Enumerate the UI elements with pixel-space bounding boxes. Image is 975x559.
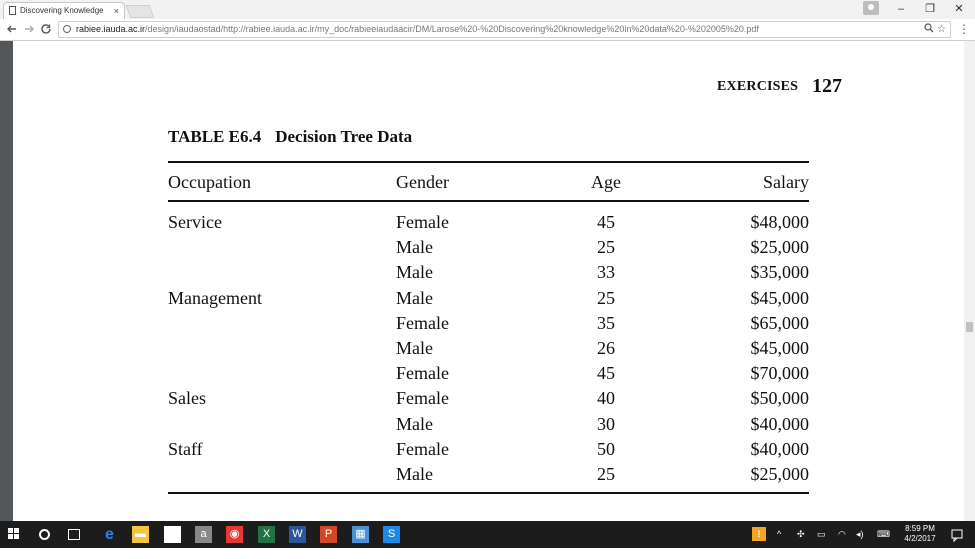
cell-gender: Female (396, 312, 449, 333)
clock-time: 8:59 PM (905, 524, 935, 533)
cell-age: 33 (597, 262, 615, 283)
cell-salary: $48,000 (750, 212, 810, 232)
scrollbar[interactable] (964, 41, 975, 521)
action-center-icon[interactable] (951, 521, 963, 548)
url-text: rabiee.iauda.ac.ir/design/iaudaostad/htt… (76, 24, 759, 34)
cell-age: 40 (597, 388, 615, 409)
cell-age: 25 (597, 287, 615, 308)
cell-salary: $65,000 (750, 312, 810, 333)
cell-age: 26 (597, 338, 615, 358)
cell-salary: $70,000 (750, 363, 810, 384)
tab-close-icon[interactable]: × (113, 6, 119, 16)
info-icon[interactable] (63, 25, 71, 33)
clock[interactable]: 8:59 PM 4/2/2017 (897, 524, 943, 544)
cell-age: 45 (597, 363, 615, 384)
network-tray-icon[interactable]: ✣ (797, 529, 805, 539)
page-number: 127 (812, 75, 842, 97)
cell-salary: $50,000 (750, 388, 810, 409)
cell-salary: $25,000 (750, 237, 810, 258)
store-icon[interactable]: 🛍 (164, 526, 181, 543)
cell-gender: Male (396, 262, 433, 283)
edge-icon[interactable]: e (105, 526, 114, 543)
cell-age: 25 (597, 237, 615, 258)
cell-gender: Female (396, 212, 449, 232)
taskbar: e ▬ 🛍 a ◉ X W P ▦ S ! ^ ✣ ▭ ◠ ◂) ⌨ 8:59 PM 4/2/2017 (0, 521, 975, 548)
cell-salary: $45,000 (750, 287, 810, 308)
cell-age: 25 (597, 464, 615, 484)
cell-salary: $40,000 (750, 413, 810, 434)
cell-occupation: Management (168, 287, 262, 308)
minimize-button[interactable]: – (897, 3, 905, 15)
skype-icon[interactable]: S (383, 526, 400, 543)
clock-date: 4/2/2017 (904, 534, 936, 543)
table-title: Decision Tree Data (275, 127, 413, 146)
zoom-icon[interactable] (924, 22, 934, 39)
running-head: EXERCISES (717, 79, 799, 94)
cell-gender: Female (396, 438, 449, 459)
menu-dots-icon[interactable]: ⋮ (958, 22, 970, 36)
cell-salary: $40,000 (750, 438, 810, 459)
cell-gender: Male (396, 237, 433, 258)
excel-icon[interactable]: X (258, 526, 275, 543)
cell-salary: $45,000 (750, 338, 810, 358)
star-icon[interactable]: ☆ (937, 24, 946, 35)
show-hidden-icons-icon[interactable]: ^ (777, 529, 782, 539)
powerpoint-icon[interactable]: P (320, 526, 337, 543)
cell-age: 45 (597, 212, 615, 232)
profile-icon[interactable] (863, 1, 879, 15)
cell-gender: Male (396, 338, 433, 358)
cell-age: 30 (597, 413, 615, 434)
keyboard-icon[interactable]: ⌨ (877, 529, 890, 539)
cell-gender: Male (396, 464, 433, 484)
cell-salary: $35,000 (750, 262, 810, 283)
header-age: Age (591, 172, 621, 192)
chrome-icon[interactable]: ◉ (226, 526, 243, 543)
notification-badge-icon[interactable]: ! (752, 521, 766, 548)
volume-icon[interactable]: ◂) (856, 529, 864, 539)
cell-gender: Male (396, 287, 433, 308)
table-top-rule (168, 161, 809, 163)
header-gender: Gender (396, 172, 449, 192)
cell-salary: $25,000 (750, 464, 810, 484)
cell-gender: Female (396, 388, 449, 409)
table-header-rule (168, 200, 809, 202)
header-occupation: Occupation (168, 172, 251, 192)
cell-occupation: Staff (168, 438, 203, 459)
toolbar: rabiee.iauda.ac.ir/design/iaudaostad/htt… (0, 19, 975, 41)
table-bottom-rule (168, 492, 809, 494)
document-icon (9, 6, 16, 15)
back-icon[interactable] (4, 21, 20, 37)
pdf-viewer: EXERCISES 127 TABLE E6.4 Decision Tree Da… (0, 41, 975, 521)
amazon-icon[interactable]: a (195, 526, 212, 543)
header-salary: Salary (763, 172, 809, 192)
browser-titlebar: Discovering Knowledge × – ❐ ✕ (0, 0, 975, 19)
close-window-button[interactable]: ✕ (954, 3, 964, 15)
pdf-page: EXERCISES 127 TABLE E6.4 Decision Tree Da… (13, 41, 964, 521)
cell-age: 35 (597, 312, 615, 333)
address-bar[interactable]: rabiee.iauda.ac.ir/design/iaudaostad/htt… (58, 21, 951, 38)
app-icon[interactable]: ▦ (352, 526, 369, 543)
file-explorer-icon[interactable]: ▬ (132, 526, 149, 543)
scrollbar-thumb[interactable] (966, 322, 973, 332)
table-label: TABLE E6.4 (168, 127, 262, 146)
reload-icon[interactable] (38, 21, 54, 37)
forward-icon[interactable] (21, 21, 37, 37)
browser-tab[interactable]: Discovering Knowledge × (3, 2, 125, 19)
table-caption: TABLE E6.4 Decision Tree Data (168, 127, 412, 147)
restore-button[interactable]: ❐ (925, 3, 935, 15)
wifi-icon[interactable]: ◠ (838, 529, 846, 539)
cell-gender: Female (396, 363, 449, 384)
cortana-icon[interactable] (39, 529, 50, 540)
windows-start-icon[interactable] (8, 528, 20, 540)
cell-age: 50 (597, 438, 615, 459)
cell-gender: Male (396, 413, 433, 434)
cell-occupation: Sales (168, 388, 206, 409)
task-view-icon[interactable] (68, 529, 80, 540)
cell-occupation: Service (168, 212, 222, 232)
tab-title: Discovering Knowledge (20, 6, 104, 15)
battery-icon[interactable]: ▭ (817, 529, 826, 539)
new-tab-button[interactable] (125, 5, 155, 18)
word-icon[interactable]: W (289, 526, 306, 543)
